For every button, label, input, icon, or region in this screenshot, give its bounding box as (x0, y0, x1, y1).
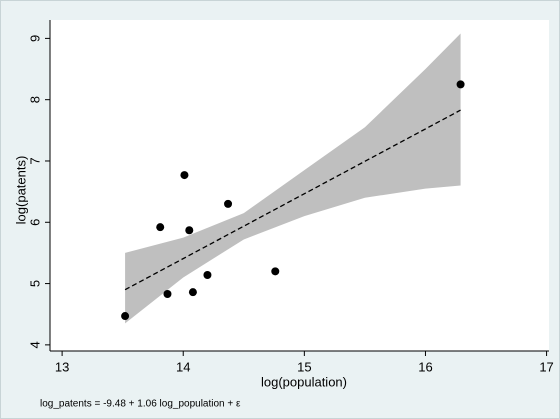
data-point (156, 223, 165, 232)
x-axis-label: log(population) (261, 374, 347, 389)
y-tick-label: 7 (27, 157, 42, 164)
x-tick-label: 17 (539, 359, 553, 374)
x-tick-label: 14 (176, 359, 190, 374)
x-tick-label: 15 (297, 359, 311, 374)
y-tick-label: 6 (27, 219, 42, 226)
data-point (271, 267, 280, 276)
y-tick-label: 9 (27, 35, 42, 42)
x-tick-label: 13 (55, 359, 69, 374)
data-point (185, 226, 194, 235)
x-tick-label: 16 (418, 359, 432, 374)
data-point (203, 270, 212, 279)
y-tick-label: 4 (27, 341, 42, 348)
y-tick-label: 8 (27, 96, 42, 103)
data-point (180, 171, 189, 180)
equation-note: log_patents = -9.48 + 1.06 log_populatio… (40, 399, 241, 410)
y-tick-label: 5 (27, 280, 42, 287)
data-point (163, 289, 172, 298)
data-point (121, 312, 130, 321)
confidence-band (125, 33, 461, 324)
y-axis-label: log(patents) (13, 156, 28, 225)
data-point (456, 80, 465, 89)
data-point (188, 288, 197, 297)
data-point (224, 199, 233, 208)
